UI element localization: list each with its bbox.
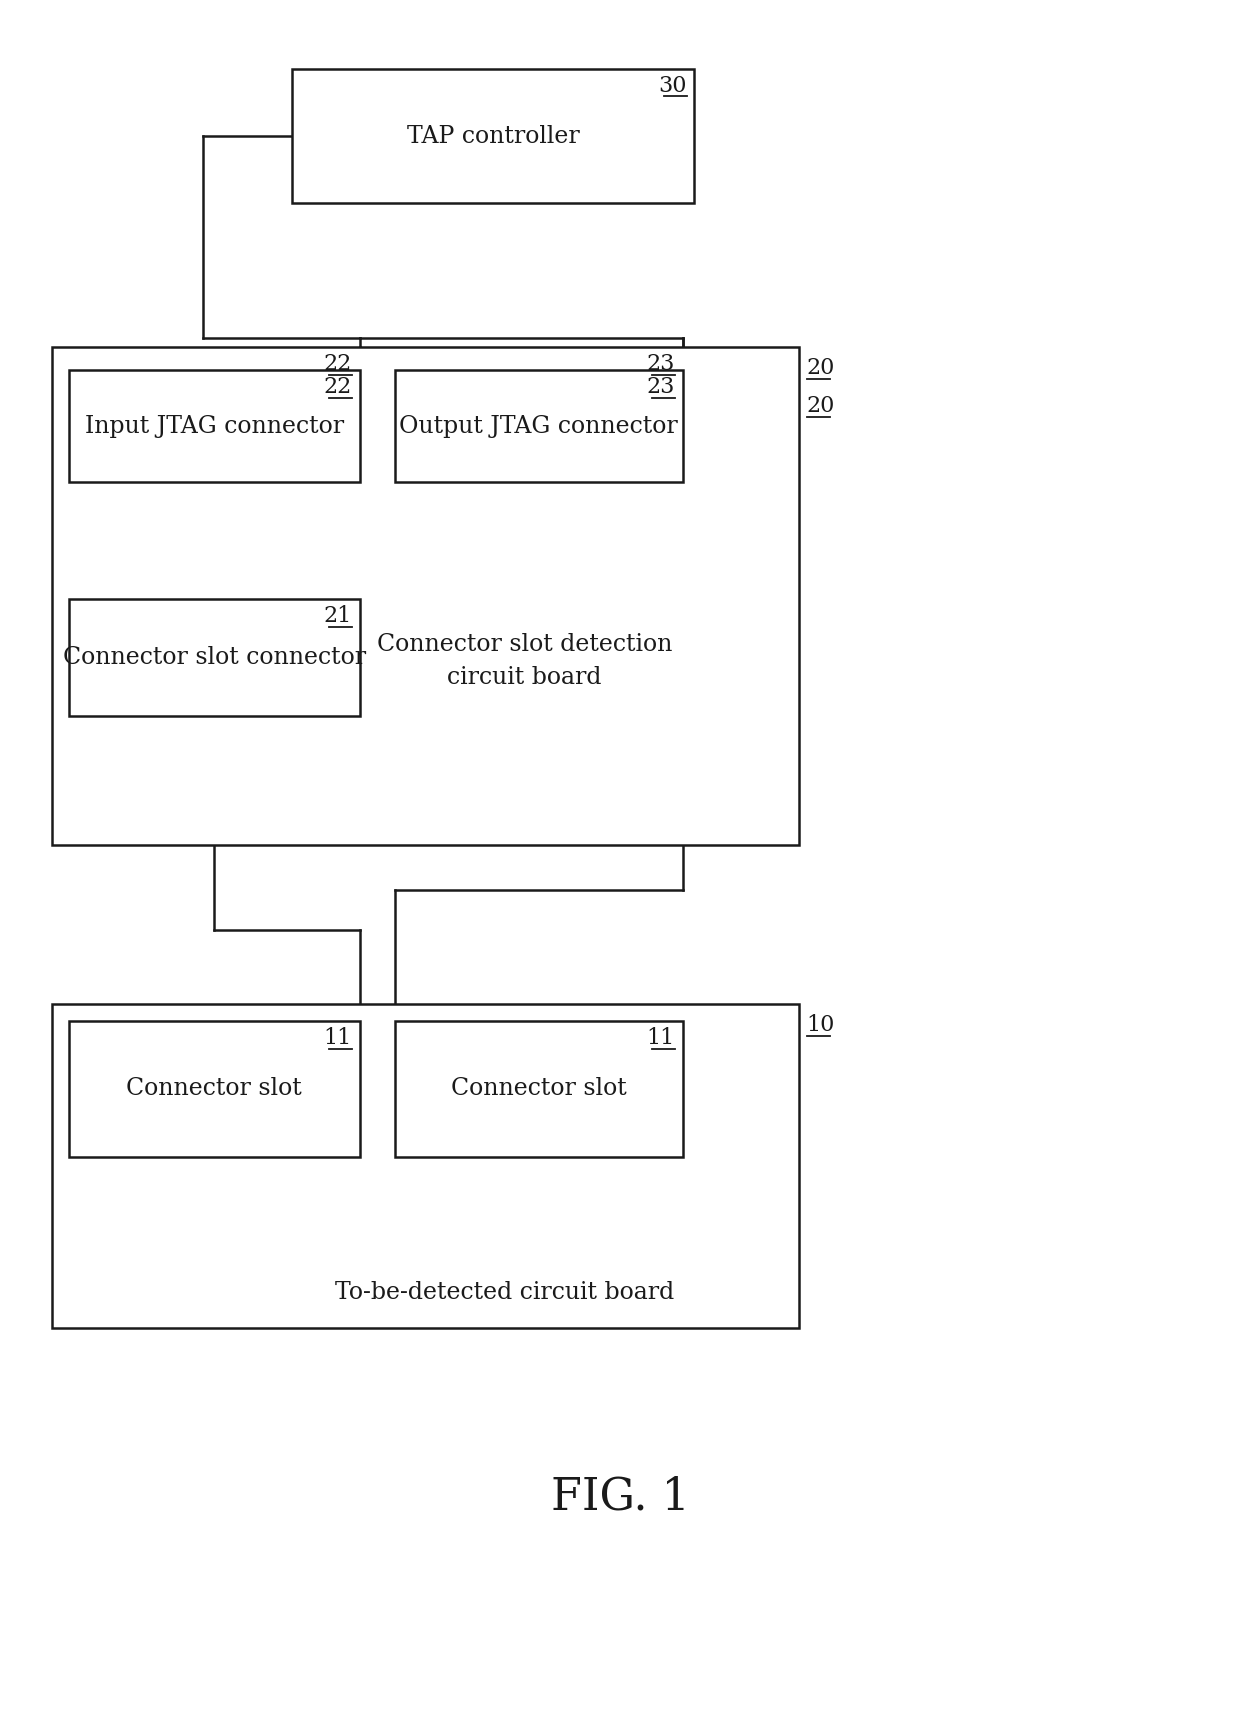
Text: Connector slot connector: Connector slot connector [63,645,366,669]
Bar [394,371,682,482]
Text: 30: 30 [658,76,687,96]
Text: 23: 23 [646,353,675,376]
Text: 22: 22 [324,376,352,398]
Text: To-be-detected circuit board: To-be-detected circuit board [335,1282,675,1304]
Text: TAP controller: TAP controller [407,125,580,148]
Text: Output JTAG connector: Output JTAG connector [399,415,678,438]
Bar [394,1021,682,1157]
Bar [293,69,694,202]
Text: Connector slot: Connector slot [450,1078,626,1100]
Bar [68,371,360,482]
Text: 11: 11 [646,1028,675,1048]
Bar [52,1004,799,1328]
Bar [68,1021,360,1157]
Bar [52,348,799,844]
Text: Connector slot: Connector slot [126,1078,303,1100]
Text: FIG. 1: FIG. 1 [551,1476,689,1519]
Text: 11: 11 [324,1028,352,1048]
Text: 10: 10 [807,1014,835,1036]
Text: 20: 20 [807,395,835,417]
Text: 20: 20 [807,357,835,379]
Text: 22: 22 [324,353,352,376]
Text: Connector slot detection
circuit board: Connector slot detection circuit board [377,633,672,690]
Bar [68,599,360,716]
Text: Input JTAG connector: Input JTAG connector [84,415,343,438]
Text: 21: 21 [324,606,352,628]
Text: 23: 23 [646,376,675,398]
